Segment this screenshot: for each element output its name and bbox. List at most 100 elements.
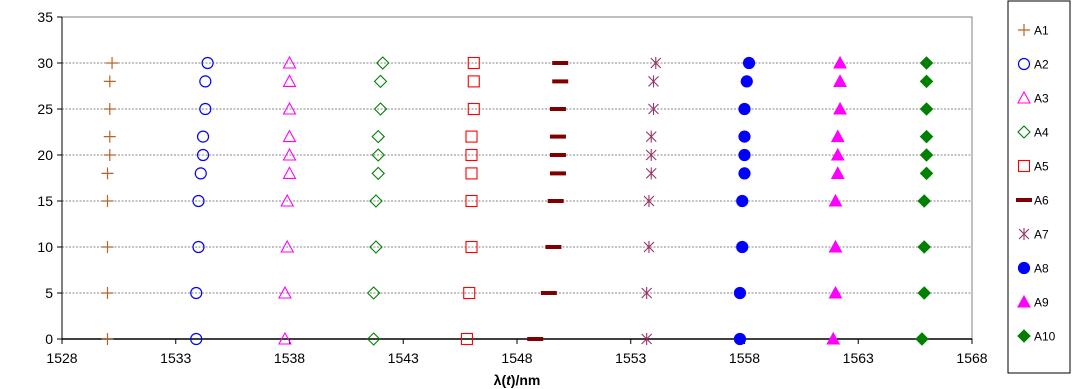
data-point-a7 <box>650 57 662 69</box>
data-point-a4 <box>373 102 388 116</box>
x-tick-label: 1568 <box>956 350 987 366</box>
data-point-a7 <box>648 75 659 88</box>
data-point-a4 <box>375 56 390 70</box>
data-point-a8 <box>736 240 749 254</box>
legend-label: A10 <box>1034 330 1056 344</box>
x-tick-label: 1548 <box>501 350 532 366</box>
y-tick-label: 20 <box>37 147 53 163</box>
legend-marker <box>1018 24 1030 36</box>
data-point-a7 <box>641 287 653 299</box>
data-point-a9 <box>833 74 847 87</box>
x-tick-label: 1553 <box>615 350 646 366</box>
data-point-a5 <box>467 56 480 70</box>
y-tick-labels: 0 5 10 15 20 25 30 35 <box>37 9 53 347</box>
data-point-a4 <box>371 166 386 181</box>
data-point-a8 <box>733 286 747 300</box>
data-point-a3 <box>280 239 295 253</box>
data-point-a9 <box>828 193 843 207</box>
legend-marker <box>1018 228 1030 240</box>
data-point-a7 <box>643 241 655 253</box>
data-point-a5 <box>465 148 478 162</box>
data-point-a5 <box>463 286 476 300</box>
data-point-a6 <box>549 107 566 111</box>
data-point-a4 <box>371 148 386 162</box>
legend-marker <box>1017 125 1031 139</box>
data-point-a9 <box>830 166 845 179</box>
data-point-a10 <box>919 74 934 89</box>
legend-marker <box>1017 261 1031 275</box>
data-point-a10 <box>919 166 934 181</box>
data-point-a2 <box>196 148 210 162</box>
data-point-a5 <box>465 240 478 254</box>
data-point-a1 <box>103 130 116 143</box>
legend-marker <box>1017 294 1031 308</box>
data-point-a3 <box>282 147 297 161</box>
data-point-a3 <box>278 285 292 299</box>
data-point-a1 <box>101 333 114 345</box>
data-point-a7 <box>645 167 657 180</box>
y-tick-label: 35 <box>37 9 53 25</box>
data-point-a1 <box>106 57 119 69</box>
data-point-a3 <box>278 331 292 345</box>
legend-label: A6 <box>1034 194 1049 208</box>
data-point-a8 <box>738 167 751 180</box>
data-point-a1 <box>101 167 114 180</box>
legend-marker <box>1017 329 1031 343</box>
data-point-a8 <box>742 56 756 70</box>
data-points <box>101 55 934 346</box>
data-point-a2 <box>199 75 212 88</box>
axes <box>57 16 973 344</box>
data-point-a2 <box>199 102 212 116</box>
data-point-a2 <box>192 194 205 208</box>
data-point-a9 <box>830 147 845 161</box>
data-point-a4 <box>366 286 381 300</box>
data-point-a7 <box>645 149 657 161</box>
data-point-a4 <box>369 240 383 254</box>
legend-label: A2 <box>1034 58 1049 72</box>
data-point-a3 <box>282 55 297 69</box>
y-tick-label: 15 <box>37 193 53 209</box>
data-point-a3 <box>280 193 295 207</box>
data-point-a7 <box>643 195 655 207</box>
data-point-a3 <box>282 129 297 143</box>
legend-label: A3 <box>1034 92 1049 106</box>
data-point-a1 <box>101 195 114 207</box>
data-point-a10 <box>917 240 932 254</box>
legend-label: A1 <box>1034 24 1049 38</box>
y-tick-label: 25 <box>37 101 53 117</box>
data-point-a1 <box>101 287 114 299</box>
data-point-a8 <box>736 194 749 208</box>
data-point-a10 <box>919 102 934 116</box>
legend-item-a2: A2 <box>1017 58 1049 72</box>
data-point-a10 <box>919 56 934 70</box>
legend-marker <box>1017 159 1031 173</box>
data-point-a5 <box>465 167 478 180</box>
x-tick-label: 1558 <box>729 350 760 366</box>
legend-label: A5 <box>1034 160 1049 174</box>
data-point-a7 <box>648 103 659 115</box>
legend-item-a9: A9 <box>1017 294 1049 310</box>
legend-label: A4 <box>1034 126 1049 140</box>
data-point-a8 <box>733 332 747 346</box>
data-point-a6 <box>547 199 564 203</box>
data-point-a6 <box>552 61 569 65</box>
data-point-a8 <box>738 148 751 162</box>
data-point-a9 <box>826 331 841 345</box>
data-point-a10 <box>919 148 934 162</box>
x-tick-label: 1538 <box>274 350 305 366</box>
legend-label: A8 <box>1034 262 1049 276</box>
legend-label: A7 <box>1034 228 1049 242</box>
data-point-a2 <box>196 130 210 143</box>
legend-item-a6: A6 <box>1016 194 1049 208</box>
legend-item-a3: A3 <box>1017 90 1049 106</box>
data-point-a9 <box>828 239 843 253</box>
data-point-a10 <box>915 332 929 346</box>
data-point-a10 <box>917 286 932 300</box>
data-point-a4 <box>369 194 383 208</box>
data-point-a6 <box>552 79 569 84</box>
data-point-a5 <box>465 130 478 143</box>
data-point-a4 <box>371 129 386 144</box>
x-tick-label: 1528 <box>46 350 77 366</box>
data-point-a6 <box>549 134 566 139</box>
